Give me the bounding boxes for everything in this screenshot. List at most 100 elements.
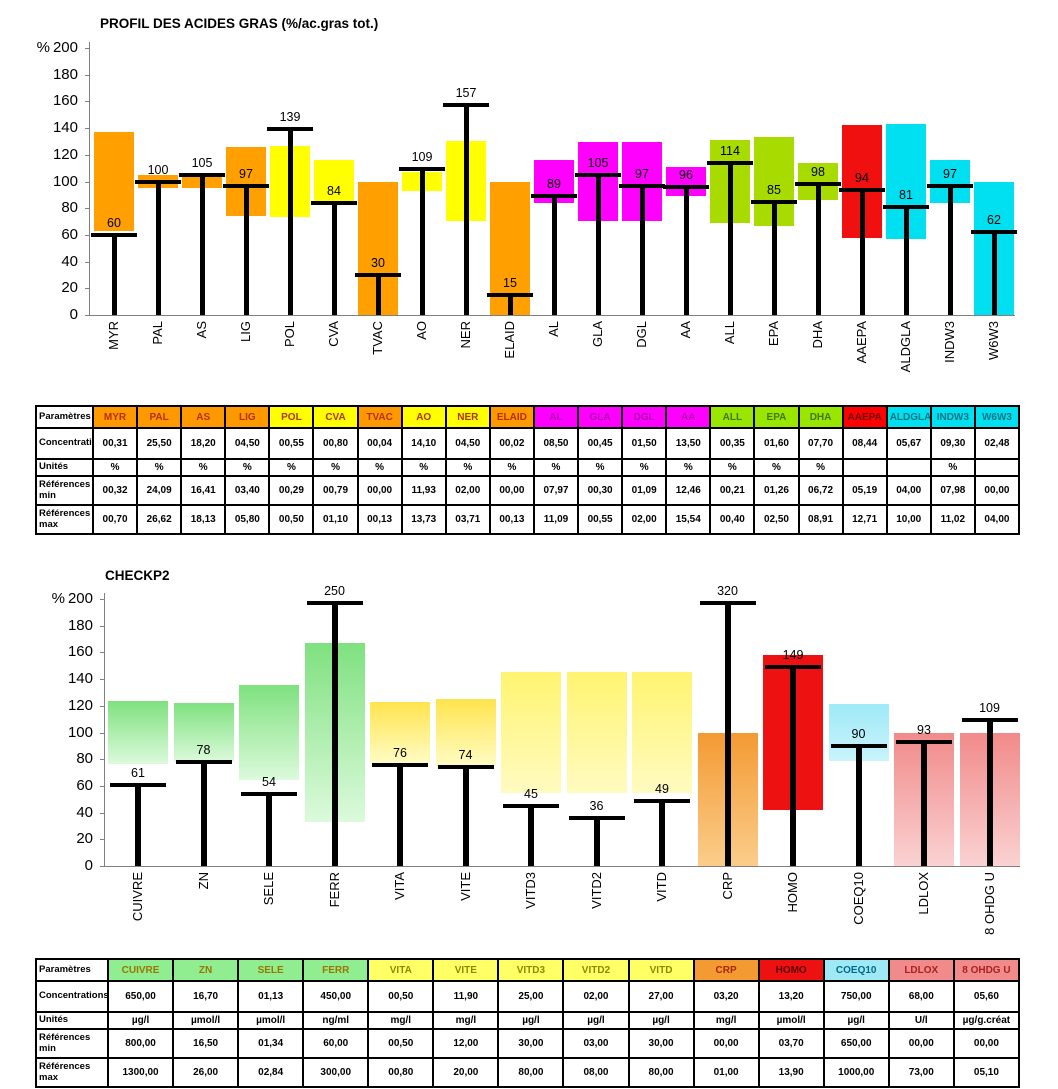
- value-label: 250: [324, 584, 345, 598]
- value-cell: 650,00: [822, 1028, 890, 1059]
- value-cap: [568, 815, 625, 820]
- value-stem: [462, 767, 469, 866]
- value-cell: 02,48: [973, 427, 1021, 460]
- value-stem: [528, 805, 534, 867]
- value-label: 61: [131, 765, 145, 780]
- value-label: 78: [196, 742, 211, 757]
- param-header-cell: EPA: [753, 405, 800, 429]
- value-cell: 00,13: [356, 504, 403, 535]
- value-label: 36: [589, 798, 604, 813]
- value-stem: [986, 720, 993, 866]
- value-cell: 03,20: [692, 980, 760, 1013]
- y-axis-tick-label: 120: [52, 145, 78, 163]
- value-cell: 450,00: [302, 980, 370, 1013]
- value-cap: [927, 183, 973, 188]
- value-label: 98: [811, 165, 825, 180]
- y-axis-unit-label: %: [36, 39, 50, 56]
- value-cap: [487, 292, 533, 297]
- param-header-cell: CRP: [692, 958, 760, 982]
- value-cell: 03,71: [444, 504, 491, 535]
- value-cap: [663, 184, 709, 189]
- param-header-cell: TVAC: [356, 405, 403, 429]
- value-cell: 13,50: [665, 427, 712, 460]
- reference-range-band: [239, 684, 299, 781]
- param-header-cell: CUIVRE: [106, 958, 175, 982]
- value-cell: 00,31: [91, 427, 139, 460]
- value-cell: 750,00: [822, 980, 890, 1013]
- value-cap: [839, 187, 885, 192]
- param-header-cell: VITD3: [497, 958, 565, 982]
- value-label: 93: [917, 722, 931, 737]
- value-stem: [155, 181, 161, 315]
- y-axis-tick-label: 120: [67, 696, 93, 714]
- value-cell: 05,67: [885, 427, 932, 460]
- param-header-cell: 8 OHDG U: [952, 958, 1021, 982]
- value-stem: [287, 129, 293, 316]
- value-cell: [885, 458, 932, 477]
- value-cell: 650,00: [106, 980, 175, 1013]
- fatty-acids-chart-title: PROFIL DES ACIDES GRAS (%/ac.gras tot.): [100, 16, 379, 31]
- y-axis-tick: [100, 625, 105, 627]
- reference-range-band: [490, 181, 530, 315]
- value-stem: [639, 185, 645, 315]
- value-cell: %: [753, 458, 800, 477]
- value-cell: %: [268, 458, 315, 477]
- x-axis-category-label: POL: [282, 321, 297, 348]
- value-label: 49: [655, 781, 669, 796]
- reference-range-band: [314, 159, 354, 204]
- y-axis-tick-label: 80: [61, 199, 78, 217]
- value-cell: 1000,00: [822, 1057, 890, 1088]
- param-header-cell: VITA: [367, 958, 435, 982]
- value-label: 81: [899, 187, 913, 202]
- value-cell: 07,97: [532, 475, 580, 506]
- value-label: 30: [371, 255, 385, 270]
- param-header-cell: W6W3: [973, 405, 1021, 429]
- value-cell: 01,10: [312, 504, 359, 535]
- value-cell: 16,41: [180, 475, 227, 506]
- value-label: 157: [455, 86, 477, 101]
- value-label: 94: [855, 170, 869, 185]
- reference-range-band: [370, 701, 430, 764]
- value-cell: 25,50: [136, 427, 183, 460]
- value-stem: [903, 206, 909, 315]
- value-stem: [375, 274, 381, 316]
- value-cell: %: [312, 458, 359, 477]
- value-cell: 00,02: [488, 427, 535, 460]
- y-axis-tick: [85, 261, 90, 263]
- value-cap: [961, 718, 1018, 723]
- value-cell: [973, 458, 1021, 477]
- value-stem: [111, 234, 117, 315]
- param-header-cell: ZN: [172, 958, 240, 982]
- y-axis-tick-label: 20: [61, 279, 78, 297]
- value-cell: 11,90: [432, 980, 500, 1013]
- value-cell: 14,10: [400, 427, 447, 460]
- y-axis-tick-label: 180: [52, 65, 78, 83]
- value-cell: 12,71: [841, 504, 888, 535]
- value-stem: [331, 603, 338, 866]
- value-stem: [659, 800, 665, 866]
- value-cell: 01,60: [753, 427, 800, 460]
- value-cell: mg/l: [367, 1011, 435, 1030]
- y-axis-tick: [100, 866, 105, 867]
- value-cell: 02,00: [562, 980, 630, 1013]
- y-axis-line: [89, 42, 90, 315]
- value-cell: [841, 458, 888, 477]
- param-header-cell: SELE: [237, 958, 305, 982]
- y-axis-tick-label: 160: [67, 643, 93, 661]
- value-stem: [683, 186, 689, 316]
- value-stem: [199, 174, 205, 315]
- value-cell: %: [621, 458, 668, 477]
- value-stem: [771, 201, 777, 316]
- value-label: 100: [147, 162, 169, 177]
- value-cell: 13,90: [757, 1057, 825, 1088]
- value-cell: 80,00: [627, 1057, 695, 1088]
- value-cell: 00,32: [91, 475, 139, 506]
- y-axis-tick-label: 200: [52, 39, 78, 56]
- param-header-cell: ALDGLA: [885, 405, 932, 429]
- x-axis-line: [90, 315, 1015, 316]
- x-axis-category-label: GLA: [590, 321, 605, 348]
- value-stem: [551, 196, 557, 315]
- value-cell: µg/l: [497, 1011, 565, 1030]
- x-axis-category-label: VITD: [654, 872, 669, 902]
- value-label: 74: [458, 748, 473, 763]
